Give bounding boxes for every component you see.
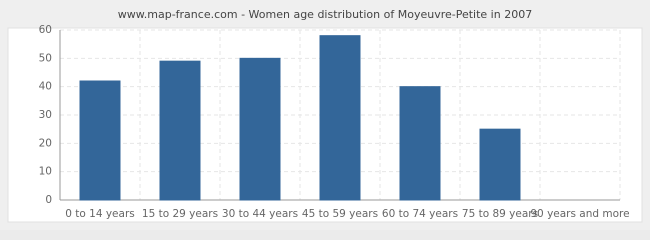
y-tick-label: 30 bbox=[39, 109, 52, 121]
chart-title: www.map-france.com - Women age distribut… bbox=[118, 8, 532, 21]
y-tick-label: 40 bbox=[39, 81, 52, 93]
bar bbox=[79, 80, 121, 201]
y-tick-label: 60 bbox=[39, 24, 52, 36]
y-tick-label: 50 bbox=[39, 52, 52, 64]
x-tick-label: 60 to 74 years bbox=[382, 208, 458, 220]
bar bbox=[239, 57, 281, 201]
x-tick-label: 90 years and more bbox=[530, 208, 629, 220]
y-tick-label: 20 bbox=[39, 137, 52, 149]
y-tick-label: 0 bbox=[45, 194, 52, 206]
bar bbox=[479, 128, 521, 201]
x-tick-label: 30 to 44 years bbox=[222, 208, 298, 220]
x-tick-label: 45 to 59 years bbox=[302, 208, 378, 220]
x-tick-label: 0 to 14 years bbox=[65, 208, 135, 220]
x-tick-label: 15 to 29 years bbox=[142, 208, 218, 220]
bar bbox=[159, 60, 201, 201]
chart: www.map-france.com - Women age distribut… bbox=[7, 8, 643, 223]
y-tick-label: 10 bbox=[39, 166, 52, 178]
x-tick-label: 75 to 89 years bbox=[462, 208, 538, 220]
bar bbox=[319, 35, 361, 201]
bar bbox=[399, 86, 441, 201]
